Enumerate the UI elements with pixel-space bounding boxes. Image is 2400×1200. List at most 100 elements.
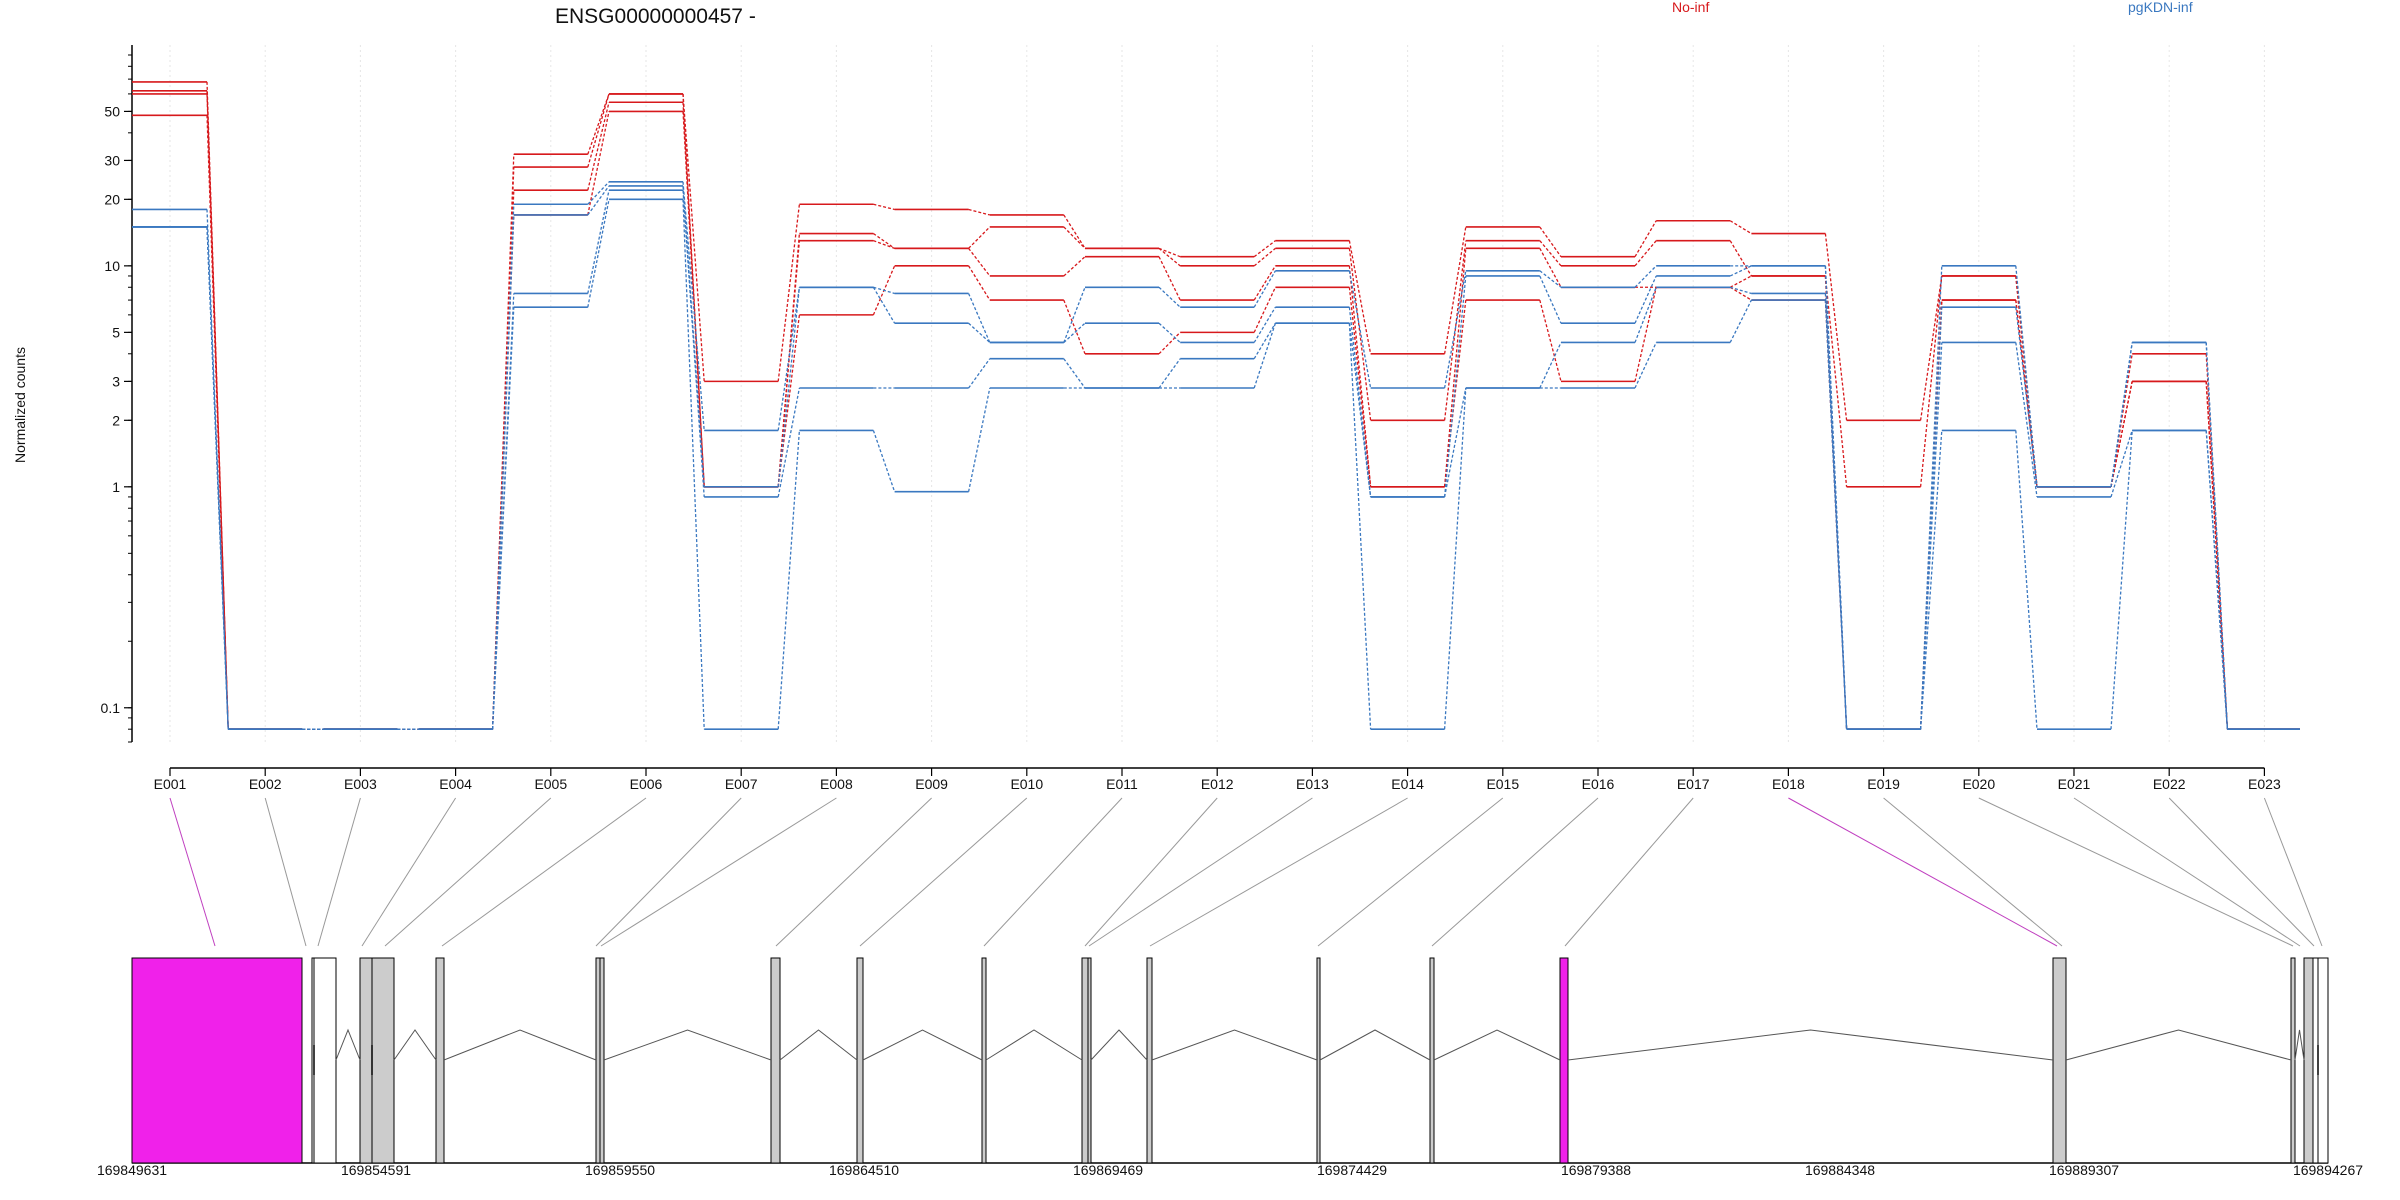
intron — [1151, 1029, 1318, 1061]
series-connector — [1348, 323, 1372, 730]
series-connector — [873, 286, 895, 295]
series-connector — [682, 199, 705, 730]
series-connector — [1634, 220, 1657, 258]
series-connector — [1253, 306, 1276, 343]
exon-connector-e023 — [2263, 797, 2323, 947]
series-connector — [1253, 286, 1276, 333]
series-connector — [2015, 430, 2038, 730]
series-connector — [1158, 286, 1181, 308]
exon-box — [1559, 957, 1569, 1164]
series-connector — [1253, 323, 1277, 389]
exon-connector-e020 — [1978, 797, 2294, 947]
coordinate-label: 169884348 — [1805, 1162, 1875, 1178]
series-connector — [587, 111, 610, 216]
vertical-grid — [169, 45, 2265, 742]
series-connector — [1158, 331, 1181, 355]
series-connector — [1253, 240, 1276, 258]
intron — [2065, 1029, 2292, 1061]
series-connector — [1729, 220, 1752, 235]
series-connector — [1729, 275, 1752, 288]
intron — [779, 1029, 858, 1061]
exon-connector-e013 — [1088, 797, 1313, 947]
series-connector — [1729, 265, 1752, 277]
series-connector — [1539, 226, 1562, 258]
exon-box — [595, 957, 601, 1164]
exon-connector-e010 — [859, 797, 1028, 947]
intron — [862, 1029, 983, 1061]
exon-connector-e003 — [317, 797, 361, 947]
exon-connector-e004 — [361, 797, 457, 947]
x-tick-label: E012 — [1201, 776, 1234, 792]
series-connector — [1063, 358, 1086, 389]
x-tick-label: E022 — [2153, 776, 2186, 792]
series-connector — [587, 181, 610, 205]
series-connector — [1919, 275, 1943, 487]
series-connector — [1919, 275, 1943, 421]
x-tick-label: E019 — [1867, 776, 1900, 792]
series-connector — [1824, 300, 1848, 730]
x-tick-label: E009 — [915, 776, 948, 792]
series-connector — [206, 226, 229, 730]
series-connector — [1253, 247, 1276, 267]
series-connector — [777, 430, 801, 730]
series-connector — [2015, 265, 2038, 487]
exon-connector-e008 — [600, 797, 837, 947]
series-connector — [873, 233, 895, 249]
series-connector — [1539, 342, 1562, 389]
intron — [443, 1029, 597, 1061]
x-tick-label: E017 — [1677, 776, 1710, 792]
series-connector — [1063, 299, 1086, 355]
legend-entry-pgkdn-inf: pgKDN-inf — [2128, 0, 2193, 15]
exon-connector-e019 — [1883, 797, 2063, 947]
exon-connector-e018 — [1788, 797, 2058, 947]
exon-box — [2303, 957, 2314, 1164]
y-tick-label: 50 — [104, 103, 120, 119]
exon-connector-e005 — [384, 797, 552, 947]
series-connector — [206, 115, 229, 730]
series-connector — [1824, 275, 1848, 487]
exon-connector-e022 — [2168, 797, 2315, 947]
series-connector — [1158, 247, 1181, 258]
series-connector — [1158, 256, 1181, 301]
x-tick-label: E010 — [1010, 776, 1043, 792]
y-tick-label: 5 — [112, 324, 120, 340]
coordinate-label: 169869469 — [1073, 1162, 1143, 1178]
series-connector — [1158, 322, 1181, 343]
x-tick-label: E023 — [2248, 776, 2281, 792]
series-connector — [1158, 247, 1181, 267]
series-connector — [1348, 307, 1372, 497]
exon-connector-e006 — [441, 797, 647, 947]
series-lines — [132, 81, 2300, 730]
series-noinf-3 — [132, 110, 2300, 730]
exon-connectors — [169, 797, 2323, 947]
series-connector — [1539, 299, 1562, 382]
axes: 0.1 1 2 3 5 10 20 30 50 E001 E002 E003 E004 E005 E006 E… — [101, 45, 2281, 792]
x-tick-label: E018 — [1772, 776, 1805, 792]
x-tick-label: E001 — [154, 776, 187, 792]
exon-box — [1146, 957, 1153, 1164]
exon-connector-e014 — [1149, 797, 1408, 947]
series-connector — [2110, 430, 2133, 730]
x-tick-label: E003 — [344, 776, 377, 792]
series-connector — [1348, 248, 1372, 421]
exon-connector-e021 — [2073, 797, 2301, 947]
series-connector — [1443, 387, 1467, 498]
series-connector — [682, 93, 705, 382]
series-connector — [872, 430, 896, 492]
series-connector — [968, 358, 991, 389]
series-connector — [491, 307, 515, 730]
series-connector — [2110, 430, 2133, 498]
series-connector — [2205, 353, 2229, 730]
y-axis-label: Normalized counts — [12, 347, 28, 463]
coordinate-label: 169874429 — [1317, 1162, 1387, 1178]
intron — [1319, 1029, 1431, 1061]
series-connector — [587, 93, 610, 168]
x-tick-label: E007 — [725, 776, 758, 792]
intron — [335, 1028, 361, 1061]
coordinate-label: 169859550 — [585, 1162, 655, 1178]
series-connector — [1348, 265, 1372, 487]
exon-connector-e007 — [595, 797, 742, 947]
series-connector — [968, 226, 991, 249]
y-tick-label: 30 — [104, 152, 120, 168]
series-connector — [2015, 342, 2038, 498]
